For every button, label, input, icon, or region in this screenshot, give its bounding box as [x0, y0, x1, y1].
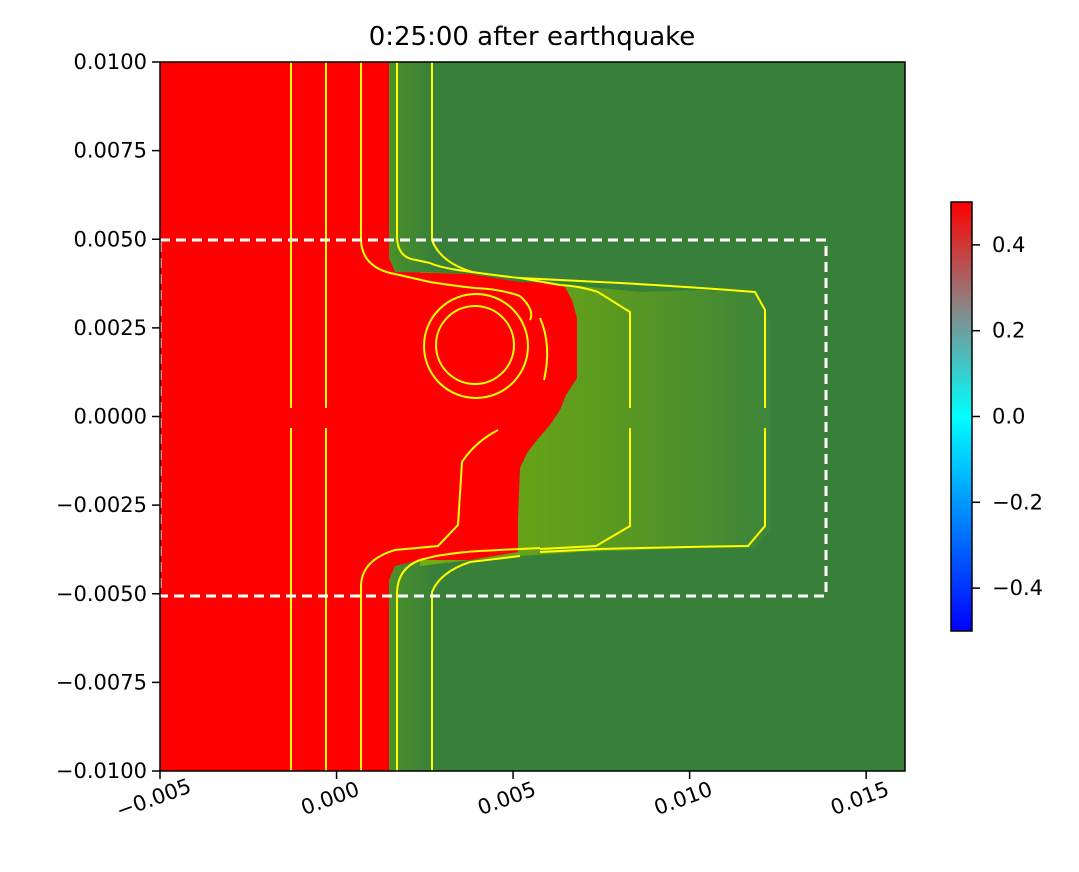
contour-lines: [290, 62, 766, 771]
contour-line: [360, 429, 499, 771]
contour-line: [396, 547, 541, 771]
y-tick-label: −0.0050: [56, 582, 147, 606]
y-tick-label: 0.0100: [74, 50, 147, 74]
contour-line: [539, 317, 549, 381]
contour-line: [396, 62, 431, 264]
colorbar: 0.4 0.2 0.0 −0.2 −0.4: [950, 201, 1043, 632]
plot-area: [160, 62, 905, 771]
contour-line: [539, 428, 631, 550]
y-tick-label: −0.0075: [56, 670, 147, 694]
y-tick-label: −0.0100: [56, 759, 147, 783]
colorbar-tick-label: −0.4: [992, 576, 1043, 600]
y-tick-label: 0.0025: [74, 316, 147, 340]
y-tick-label: 0.0000: [74, 405, 147, 429]
contour-line: [519, 295, 533, 321]
colorbar-tick-label: 0.0: [992, 405, 1025, 429]
y-tick-label: 0.0075: [74, 139, 147, 163]
contour-ring: [423, 293, 529, 399]
chart-title: 0:25:00 after earthquake: [369, 22, 696, 52]
x-tick-label: 0.000: [298, 777, 363, 820]
colorbar-tick-label: −0.2: [992, 490, 1043, 514]
y-tick-label: −0.0025: [56, 493, 147, 517]
colorbar-tick-label: 0.2: [992, 319, 1025, 343]
colorbar-ticks: 0.4 0.2 0.0 −0.2 −0.4: [972, 233, 1043, 600]
y-tick-label: 0.0050: [74, 227, 147, 251]
x-tick-label: 0.015: [827, 777, 892, 820]
coastal-strip-top: [389, 62, 434, 272]
contour-line: [431, 62, 631, 408]
contour-line: [429, 262, 473, 273]
x-tick-label: 0.010: [651, 777, 716, 820]
contour-line: [360, 62, 521, 297]
contour-line: [431, 555, 521, 771]
contour-ring: [435, 305, 515, 385]
colorbar-tick-label: 0.4: [992, 233, 1025, 257]
colorbar-gradient: [950, 201, 973, 632]
y-axis: 0.0100 0.0075 0.0050 0.0025 0.0000 −0.0025 −0.…: [56, 50, 160, 783]
x-tick-label: 0.005: [474, 777, 539, 820]
contour-line: [519, 277, 766, 408]
contour-line: [539, 428, 766, 553]
coastal-strip-bottom: [389, 562, 434, 771]
x-axis: −0.005 0.000 0.005 0.010 0.015: [113, 771, 892, 823]
